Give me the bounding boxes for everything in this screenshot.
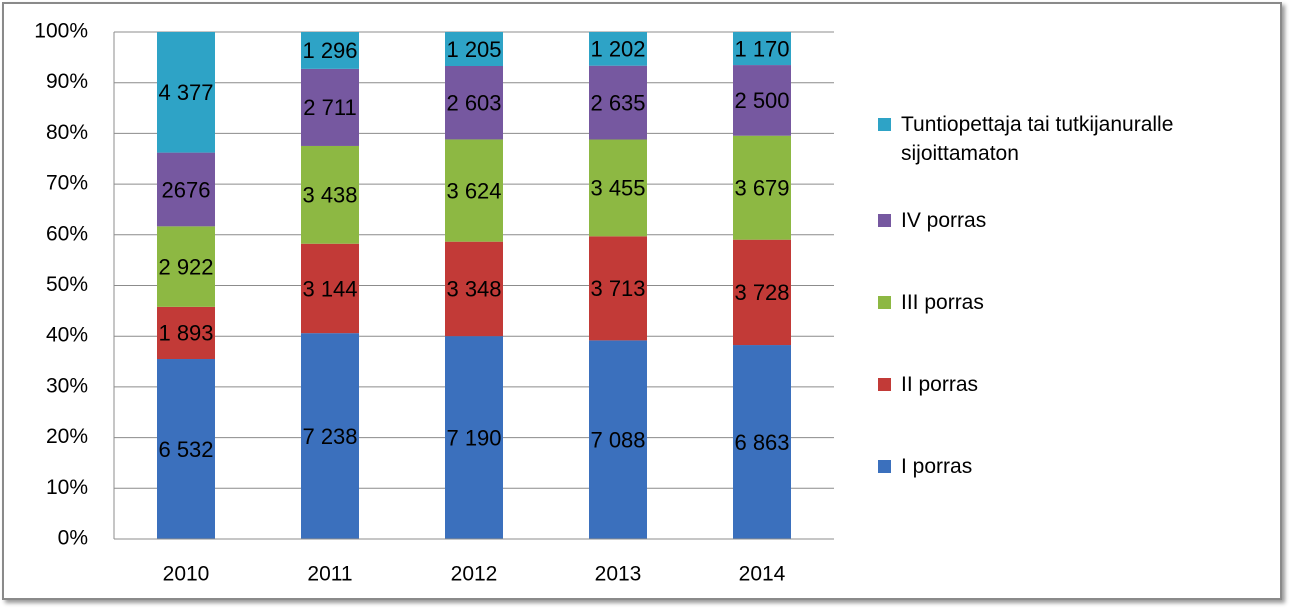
y-tick-label: 70% <box>46 172 88 195</box>
data-label: 3 438 <box>302 183 357 208</box>
bar-segment <box>301 243 359 334</box>
bar-segment <box>733 65 791 136</box>
data-label: 3 348 <box>446 277 501 302</box>
bar-segment <box>589 65 647 140</box>
bar-segment <box>301 333 359 539</box>
legend-label: III porras <box>901 291 984 314</box>
y-tick-label: 60% <box>46 222 88 245</box>
y-tick-label: 80% <box>46 121 88 144</box>
chart-frame <box>2 2 1282 600</box>
y-tick-label: 10% <box>46 476 88 499</box>
data-label: 3 679 <box>734 176 789 201</box>
bar-segment <box>157 226 215 307</box>
data-label: 6 532 <box>158 437 213 462</box>
bar-segment <box>589 340 647 539</box>
legend-item: II porras <box>878 370 1268 399</box>
y-tick-label: 30% <box>46 374 88 397</box>
bar-segment <box>445 139 503 242</box>
legend-item: III porras <box>878 288 1268 317</box>
legend-item: Tuntiopettaja tai tutkijanuralle sijoitt… <box>878 110 1268 168</box>
legend-label: I porras <box>901 455 973 478</box>
data-label: 3 624 <box>446 178 501 203</box>
y-tick-label: 40% <box>46 324 88 347</box>
y-tick-label: 100% <box>34 20 88 43</box>
legend-swatch <box>878 214 891 227</box>
data-label: 7 238 <box>302 424 357 449</box>
data-label: 2 500 <box>734 88 789 113</box>
data-label: 2 711 <box>303 95 356 120</box>
bar-segment <box>157 306 215 360</box>
data-label: 1 202 <box>590 37 645 62</box>
data-label: 3 713 <box>590 276 645 301</box>
data-label: 2 603 <box>446 91 501 116</box>
data-label: 4 377 <box>158 80 213 105</box>
bar-segment <box>589 139 647 237</box>
legend-label: IV porras <box>901 209 987 232</box>
legend-label: Tuntiopettaja tai tutkijanuralle sijoitt… <box>901 113 1174 165</box>
bar-segment <box>733 239 791 346</box>
data-label: 2676 <box>162 177 211 202</box>
bar-segment <box>301 68 359 146</box>
bar-segment <box>445 65 503 140</box>
data-label: 2 635 <box>590 90 645 115</box>
data-label: 1 296 <box>302 38 357 63</box>
bar-segment <box>301 32 359 69</box>
legend-swatch <box>878 460 891 473</box>
y-tick-label: 0% <box>58 527 88 550</box>
x-tick-label: 2014 <box>739 563 786 586</box>
data-label: 7 190 <box>446 425 501 450</box>
bar-segment <box>157 32 215 153</box>
y-tick-label: 50% <box>46 273 88 296</box>
legend-item: IV porras <box>878 206 1268 235</box>
y-tick-label: 20% <box>46 425 88 448</box>
legend-label: II porras <box>901 373 979 396</box>
data-label: 6 863 <box>734 430 789 455</box>
data-label: 3 144 <box>302 276 357 301</box>
bar-segment <box>445 336 503 539</box>
bar-segment <box>733 135 791 240</box>
bar-segment <box>733 345 791 539</box>
bar-segment <box>445 241 503 337</box>
x-tick-label: 2013 <box>595 563 642 586</box>
y-tick-label: 90% <box>46 70 88 93</box>
data-label: 3 728 <box>734 280 789 305</box>
x-tick-label: 2010 <box>163 563 210 586</box>
bar-segment <box>157 152 215 227</box>
legend-swatch <box>878 118 891 131</box>
data-label: 1 205 <box>446 37 501 62</box>
bar-segment <box>733 32 791 66</box>
bar-segment <box>445 32 503 66</box>
data-label: 2 922 <box>158 254 213 279</box>
legend-item: I porras <box>878 452 1268 481</box>
data-label: 1 170 <box>734 36 789 61</box>
data-label: 1 893 <box>158 321 213 346</box>
bar-segment <box>301 145 359 244</box>
x-tick-label: 2012 <box>451 563 498 586</box>
data-label: 7 088 <box>590 428 645 453</box>
legend-swatch <box>878 296 891 309</box>
bar-segment <box>589 32 647 66</box>
x-tick-label: 2011 <box>307 563 352 586</box>
bar-segment <box>157 359 215 539</box>
legend-swatch <box>878 378 891 391</box>
data-label: 3 455 <box>590 176 645 201</box>
bar-segment <box>589 236 647 341</box>
